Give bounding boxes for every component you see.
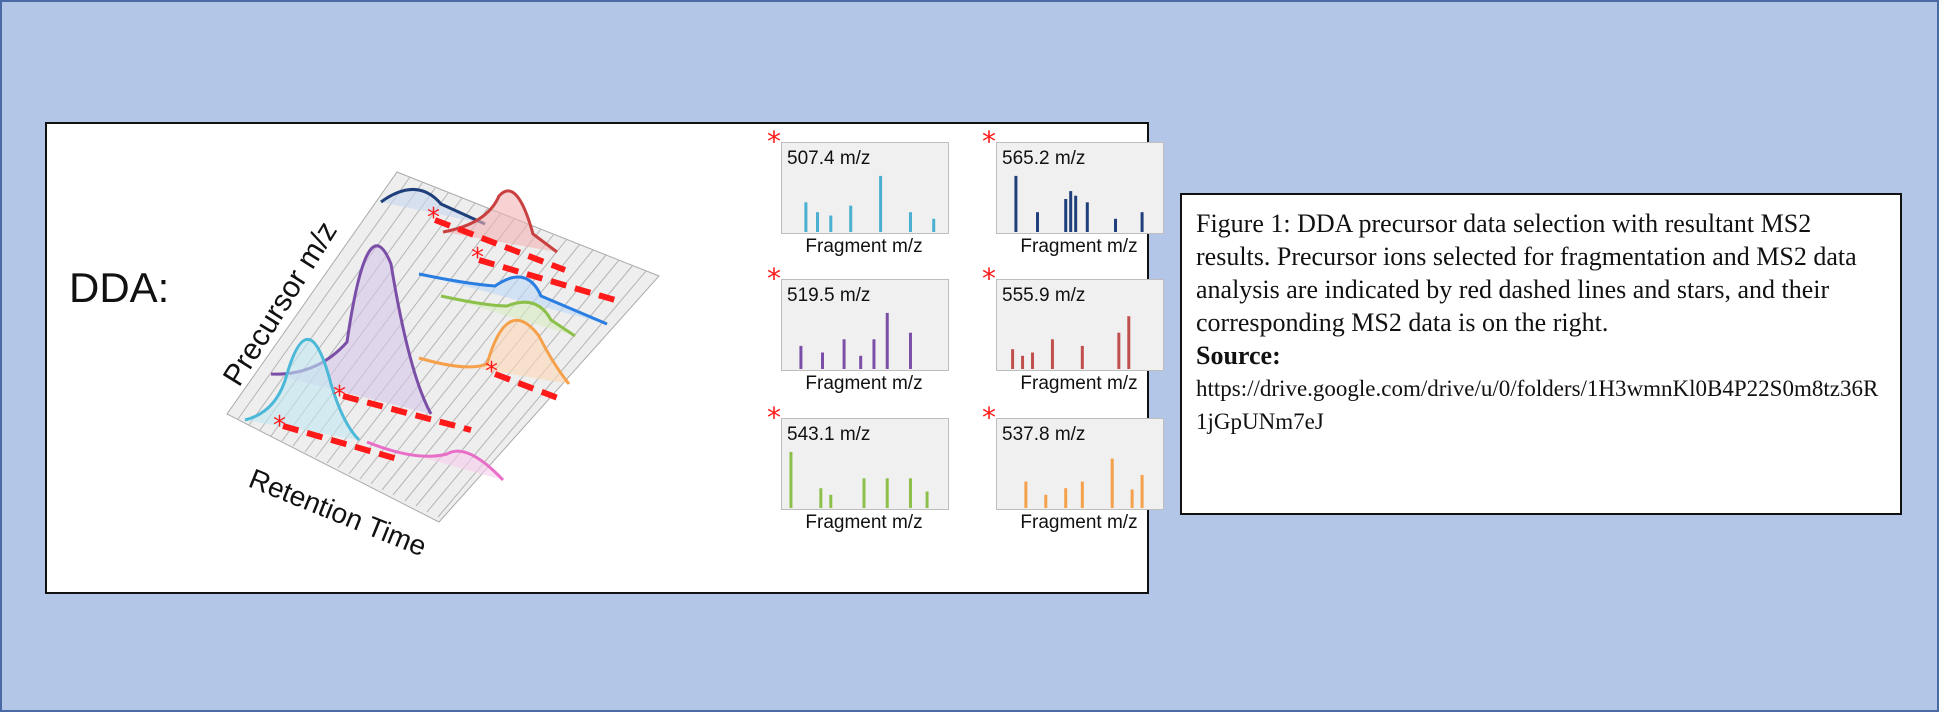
caption-source-url: https://drive.google.com/drive/u/0/folde… (1196, 376, 1879, 434)
precursor-mz-label: 537.8 m/z (1002, 424, 1086, 445)
peak-green (440, 294, 576, 338)
spectrum-bars (804, 175, 936, 232)
ms2-spectrum-1: * 507.4 m/z Fragment m/z (767, 128, 949, 264)
svg-text:*: * (273, 411, 286, 441)
precursor-mz-label: 565.2 m/z (1002, 148, 1086, 169)
caption-text: Figure 1: DDA precursor data selection w… (1196, 209, 1857, 337)
fragment-axis-label: Fragment m/z (805, 373, 923, 394)
precursor-mz-label: 507.4 m/z (787, 148, 871, 169)
spectrum-bars (1014, 175, 1144, 232)
selection-star-icon: * (767, 401, 781, 434)
ms2-spectrum-3: * 519.5 m/z Fragment m/z (767, 265, 949, 401)
spectrum-bars (799, 312, 912, 369)
spectrum-plot-area (781, 279, 949, 371)
peak-orange (418, 318, 571, 385)
spectrum-plot-area (781, 142, 949, 234)
spectrum-bars (1024, 458, 1144, 508)
precursor-mz-label: 543.1 m/z (787, 424, 871, 445)
spectrum-bars (1011, 316, 1131, 369)
fragment-axis-label: Fragment m/z (805, 512, 923, 533)
spectrum-plot-area (996, 279, 1164, 371)
peak-blue (418, 272, 608, 326)
peak-pink (366, 440, 505, 482)
svg-text:*: * (471, 243, 484, 273)
spectrum-plot-area (996, 142, 1164, 234)
selection-stars: * * * * * (273, 203, 498, 441)
ms2-spectrum-6: * 537.8 m/z Fragment m/z (982, 404, 1164, 540)
fragment-axis-label: Fragment m/z (805, 236, 923, 257)
selection-lines (282, 217, 616, 463)
precursor-map: * * * * * Precursor m/z Retention Time (217, 171, 660, 562)
peak-cyan (244, 338, 361, 442)
selection-star-icon: * (767, 125, 781, 158)
precursor-mz-label: 519.5 m/z (787, 285, 871, 306)
fragment-axis-label: Fragment m/z (1020, 373, 1138, 394)
fragment-axis-label: Fragment m/z (1020, 236, 1138, 257)
svg-text:*: * (485, 357, 498, 387)
ms2-spectrum-4: * 555.9 m/z Fragment m/z (982, 265, 1164, 401)
figure-caption: Figure 1: DDA precursor data selection w… (1180, 193, 1902, 515)
svg-text:*: * (333, 381, 346, 411)
spectrum-bars (789, 451, 929, 508)
method-label: DDA: (69, 264, 170, 311)
ms2-spectrum-2: * 565.2 m/z Fragment m/z (982, 128, 1164, 264)
selection-star-icon: * (982, 401, 996, 434)
svg-text:*: * (427, 203, 440, 233)
peak-navy (380, 188, 486, 226)
selection-star-icon: * (982, 262, 996, 295)
fragment-axis-label: Fragment m/z (1020, 512, 1138, 533)
caption-source-label: Source: (1196, 341, 1281, 370)
dda-diagram-panel: DDA: (45, 122, 1164, 594)
selection-star-icon: * (767, 262, 781, 295)
selection-star-icon: * (982, 125, 996, 158)
spectrum-plot-area (996, 418, 1164, 510)
precursor-mz-label: 555.9 m/z (1002, 285, 1086, 306)
ms2-spectrum-5: * 543.1 m/z Fragment m/z (767, 404, 949, 540)
